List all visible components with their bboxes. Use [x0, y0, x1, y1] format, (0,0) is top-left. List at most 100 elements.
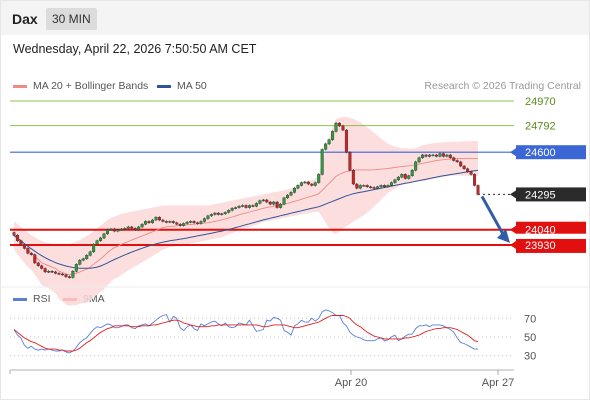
candle: [71, 270, 75, 279]
candle-body: [60, 273, 64, 276]
candle-body: [57, 273, 61, 275]
candle-body: [400, 174, 404, 178]
candle-body: [334, 122, 338, 132]
candle: [261, 198, 265, 202]
candle-body: [171, 221, 175, 223]
legend-rsi: RSI: [13, 293, 51, 305]
candle: [151, 218, 155, 224]
candle: [220, 212, 224, 216]
candle-body: [438, 153, 442, 157]
candle-body: [351, 169, 355, 185]
candle-body: [275, 201, 279, 208]
candle-body: [102, 233, 106, 239]
candle: [57, 272, 61, 276]
candle-body: [344, 129, 348, 153]
ma20-swatch: [13, 84, 27, 88]
candle: [182, 222, 186, 227]
candle-body: [421, 154, 425, 158]
candle-body: [445, 154, 449, 157]
candle-body: [407, 175, 411, 179]
candle: [389, 181, 393, 187]
candle: [171, 220, 175, 224]
level-label-text: 24600: [525, 147, 556, 159]
symbol-label: Dax: [12, 11, 38, 27]
candle-body: [92, 244, 96, 253]
candle-body: [258, 200, 262, 204]
candle: [348, 151, 352, 172]
candle-body: [265, 199, 269, 203]
candle: [161, 218, 165, 223]
candle: [362, 184, 366, 187]
candle: [341, 124, 345, 132]
candle-body: [26, 248, 30, 254]
candle: [154, 216, 158, 222]
candle-body: [182, 223, 186, 226]
candle: [74, 263, 78, 273]
interval-button[interactable]: 30 MIN: [46, 8, 97, 30]
rsi-swatch: [13, 297, 27, 301]
candle-body: [220, 213, 224, 215]
level-label-text: 24040: [525, 225, 556, 237]
candle: [54, 270, 58, 275]
candle: [317, 173, 321, 184]
candle-body: [213, 212, 217, 215]
candle-body: [144, 221, 148, 225]
candle-body: [310, 183, 314, 186]
candle-body: [168, 221, 172, 223]
candle-body: [431, 154, 435, 157]
candle: [192, 220, 196, 224]
candle: [175, 221, 179, 226]
candle: [247, 204, 251, 209]
candle: [337, 122, 341, 128]
candle-body: [54, 271, 58, 274]
candle: [365, 184, 369, 188]
candle-body: [81, 258, 85, 261]
level-label-text: 23930: [525, 240, 556, 252]
level-label-box: [516, 187, 586, 202]
candle: [178, 223, 182, 227]
candle: [462, 164, 466, 170]
candle-body: [29, 253, 33, 255]
candle-body: [116, 229, 120, 232]
candle-body: [185, 221, 189, 224]
candle: [199, 220, 203, 225]
candle-body: [441, 153, 445, 157]
candle-body: [112, 228, 116, 232]
candle: [452, 156, 456, 162]
candle: [400, 173, 404, 179]
level-label-24040: 24040: [510, 221, 586, 237]
candle: [407, 174, 411, 180]
candle: [473, 173, 477, 187]
candle: [417, 156, 421, 164]
candle: [112, 227, 116, 233]
candle-body: [303, 181, 307, 184]
candle-body: [36, 262, 40, 266]
candle: [67, 275, 71, 279]
candle-body: [140, 223, 144, 228]
candle: [230, 207, 234, 212]
candle: [209, 213, 213, 217]
candle: [476, 184, 480, 196]
candle-body: [147, 221, 151, 223]
candle-body: [196, 222, 200, 224]
candle-body: [95, 240, 99, 245]
candle: [185, 220, 189, 225]
candle-body: [189, 221, 193, 223]
candle: [189, 220, 193, 224]
candle: [216, 211, 220, 216]
candle-body: [389, 182, 393, 186]
candle-body: [161, 219, 165, 222]
candle: [213, 211, 217, 216]
candle: [272, 200, 276, 206]
candle-body: [71, 271, 75, 278]
forecast-arrow-head: [497, 228, 510, 243]
candle-body: [462, 165, 466, 170]
candle-body: [286, 194, 290, 199]
ma20-line: [13, 158, 478, 276]
candle-body: [209, 214, 213, 217]
candle-body: [383, 185, 387, 188]
candle: [459, 160, 463, 168]
candle-body: [358, 185, 362, 189]
x-tick-label: Apr 20: [335, 377, 367, 389]
candle-body: [355, 183, 359, 189]
